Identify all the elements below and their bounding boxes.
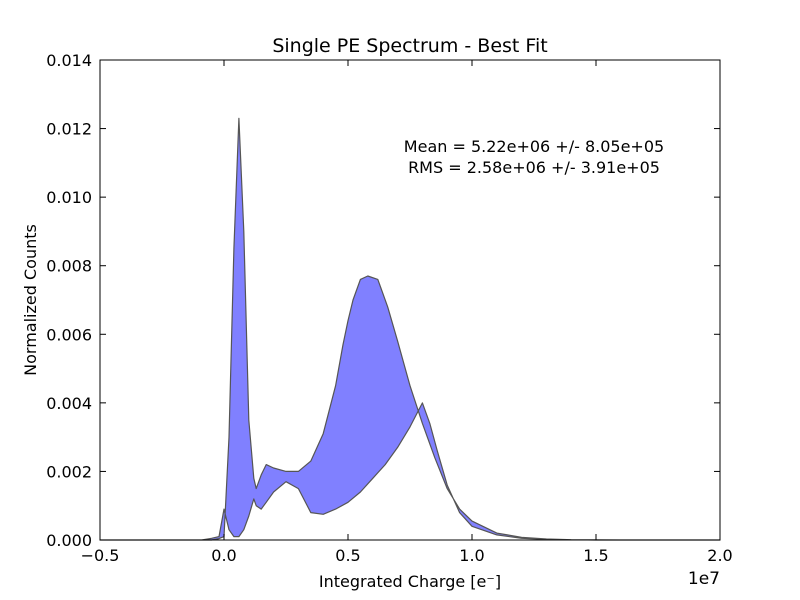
y-tick-label: 0.006 [46,325,92,344]
x-tick-label: 1.0 [459,546,484,565]
y-tick-label: 0.004 [46,394,92,413]
y-axis-label: Normalized Counts [21,224,40,376]
x-tick-label: 1.5 [583,546,608,565]
x-tick-label: −0.5 [81,546,120,565]
data-band [99,117,721,541]
y-tick-label: 0.014 [46,51,92,70]
rms-annotation: RMS = 2.58e+06 +/- 3.91e+05 [408,158,660,177]
y-tick-label: 0.008 [46,257,92,276]
chart-title: Single PE Spectrum - Best Fit [272,35,547,57]
x-tick-label: 2.0 [707,546,732,565]
x-tick-label: 0.0 [211,546,236,565]
mean-annotation: Mean = 5.22e+06 +/- 8.05e+05 [404,137,664,156]
y-tick-label: 0.010 [46,188,92,207]
y-tick-label: 0.002 [46,462,92,481]
plot-frame [99,59,721,541]
x-multiplier-label: 1e7 [688,569,720,589]
y-tick-label: 0.012 [46,120,92,139]
y-tick-labels: 0.000 0.002 0.004 0.006 0.008 0.010 0.012 0.014 [46,51,92,550]
plot-area [99,59,721,541]
x-tick-label: 0.5 [335,546,360,565]
axis-ticks [99,59,721,541]
x-axis-label: Integrated Charge [e⁻] [319,572,501,591]
y-tick-label: 0.000 [46,531,92,550]
x-tick-labels: −0.5 0.0 0.5 1.0 1.5 2.0 [81,546,733,565]
